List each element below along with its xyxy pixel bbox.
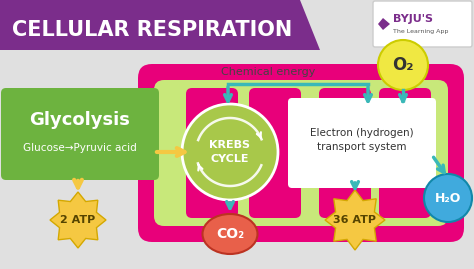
Text: BYJU'S: BYJU'S: [393, 14, 433, 24]
Text: H₂O: H₂O: [435, 192, 461, 204]
Circle shape: [378, 40, 428, 90]
Circle shape: [182, 104, 278, 200]
FancyBboxPatch shape: [186, 88, 238, 218]
Text: Glucose→Pyruvic acid: Glucose→Pyruvic acid: [23, 143, 137, 153]
Text: KREBS
CYCLE: KREBS CYCLE: [210, 140, 250, 164]
Text: 36 ATP: 36 ATP: [334, 215, 376, 225]
FancyBboxPatch shape: [319, 88, 371, 218]
Text: Electron (hydrogen)
transport system: Electron (hydrogen) transport system: [310, 128, 414, 152]
Text: The Learning App: The Learning App: [393, 29, 448, 34]
Text: CELLULAR RESPIRATION: CELLULAR RESPIRATION: [12, 20, 292, 40]
FancyBboxPatch shape: [288, 98, 436, 188]
Polygon shape: [50, 192, 106, 248]
FancyBboxPatch shape: [373, 1, 472, 47]
Text: O₂: O₂: [392, 56, 414, 74]
FancyBboxPatch shape: [138, 64, 464, 242]
Circle shape: [424, 174, 472, 222]
Polygon shape: [0, 0, 320, 50]
Text: 2 ATP: 2 ATP: [60, 215, 96, 225]
FancyBboxPatch shape: [1, 88, 159, 180]
Text: CO₂: CO₂: [216, 227, 244, 241]
Ellipse shape: [202, 214, 257, 254]
FancyBboxPatch shape: [379, 88, 431, 218]
FancyBboxPatch shape: [154, 80, 448, 226]
FancyBboxPatch shape: [249, 88, 301, 218]
Polygon shape: [325, 190, 385, 250]
Text: Chemical energy: Chemical energy: [221, 67, 315, 77]
Text: Glycolysis: Glycolysis: [29, 111, 130, 129]
Polygon shape: [378, 18, 390, 30]
